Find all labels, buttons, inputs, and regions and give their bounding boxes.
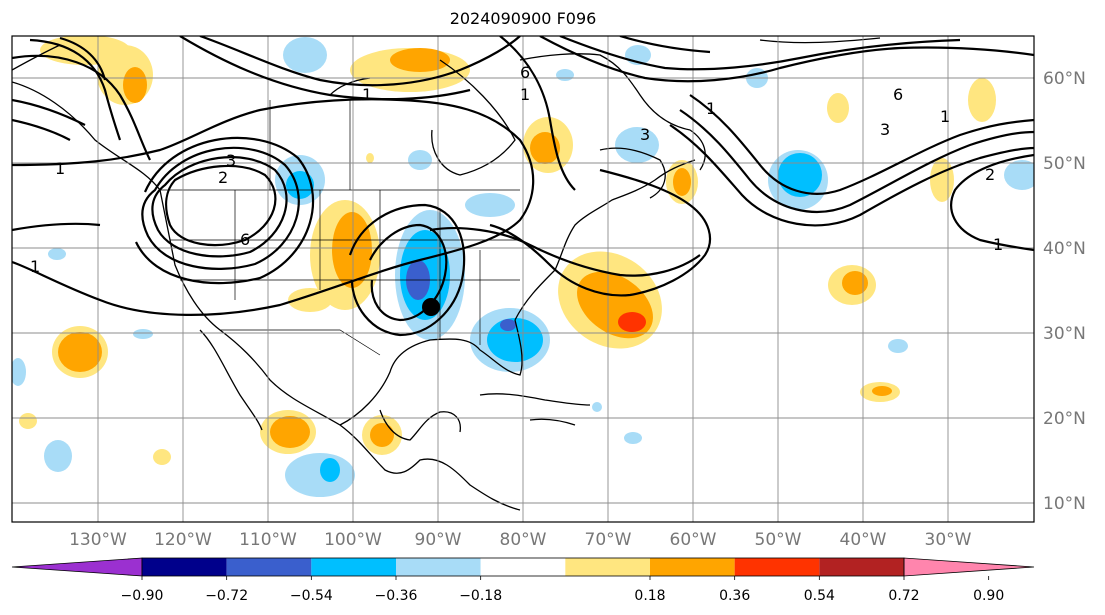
longitude-label: 110°W	[239, 530, 297, 550]
colorbar-tick-label: −0.18	[459, 588, 502, 604]
longitude-label: 70°W	[585, 530, 632, 550]
colorbar-outline	[141, 557, 905, 577]
gridlines	[12, 36, 1034, 522]
contour-label: 1	[520, 85, 530, 104]
contour-label: 1	[706, 99, 716, 118]
colorbar-tick-label: −0.72	[205, 588, 248, 604]
contours	[12, 36, 1034, 337]
longitude-label: 80°W	[500, 530, 547, 550]
contour-label: 1	[993, 235, 1003, 254]
contour-label: 6	[520, 63, 530, 82]
colorbar-tick-label: −0.36	[375, 588, 418, 604]
latitude-label: 20°N	[1043, 409, 1086, 429]
longitude-labels: 130°W 120°W 110°W 100°W 90°W 80°W 70°W 60°W 50°W…	[69, 530, 972, 550]
contour-label: 2	[218, 168, 228, 187]
longitude-label: 90°W	[415, 530, 462, 550]
longitude-label: 50°W	[755, 530, 802, 550]
contour-label: 3	[640, 125, 650, 144]
colorbar-segment	[226, 558, 312, 576]
colorbar-segment	[480, 558, 566, 576]
contour-labels: 1 1 1 1 2 3 3 6 6 1 1 2 1 3 6	[30, 63, 1003, 276]
map-title: 2024090900 F096	[449, 9, 597, 28]
contour-label: 3	[226, 151, 236, 170]
latitude-labels: 60°N 50°N 40°N 30°N 20°N 10°N	[1043, 69, 1086, 514]
contour-label: 1	[30, 257, 40, 276]
storm-center-marker	[422, 298, 440, 316]
colorbar-segment	[819, 558, 904, 576]
longitude-label: 30°W	[925, 530, 972, 550]
colorbar-tick-label: −0.90	[121, 588, 164, 604]
latitude-label: 40°N	[1043, 239, 1086, 259]
contour-label: 1	[362, 85, 372, 104]
colorbar-extend-high	[903, 557, 1035, 577]
latitude-label: 60°N	[1043, 69, 1086, 89]
map-frame	[11, 35, 1035, 523]
contour-label: 6	[240, 230, 250, 249]
colorbar-segment	[396, 558, 481, 576]
longitude-label: 60°W	[670, 530, 717, 550]
contour-label: 6	[893, 85, 903, 104]
colorbar-segment	[650, 558, 735, 576]
latitude-label: 10°N	[1043, 494, 1086, 514]
colorbar-tick-label: 0.54	[804, 588, 835, 604]
colorbar-segment	[311, 558, 396, 576]
contour-label: 1	[940, 107, 950, 126]
longitude-label: 100°W	[324, 530, 382, 550]
longitude-label: 40°W	[840, 530, 887, 550]
longitude-label: 120°W	[154, 530, 212, 550]
latitude-label: 50°N	[1043, 154, 1086, 174]
contour-label: 3	[880, 120, 890, 139]
colorbar-segment	[565, 558, 650, 576]
longitude-label: 130°W	[69, 530, 127, 550]
colorbar-extend-low	[11, 557, 143, 577]
colorbar-tick-label: 0.90	[973, 588, 1004, 604]
colorbar-tick-label: 0.72	[888, 588, 919, 604]
colorbar-segment	[734, 558, 820, 576]
latitude-label: 30°N	[1043, 324, 1086, 344]
contour-label: 2	[985, 165, 995, 184]
contour-label: 1	[55, 159, 65, 178]
colorbar	[11, 557, 1035, 577]
colorbar-tick-label: −0.54	[290, 588, 333, 604]
colorbar-ticks: −0.90 −0.72 −0.54 −0.36 −0.18 0.18 0.36 0.54 0.7…	[121, 576, 1004, 604]
colorbar-segment	[142, 558, 227, 576]
colorbar-tick-label: 0.18	[634, 588, 665, 604]
colorbar-tick-label: 0.36	[719, 588, 750, 604]
